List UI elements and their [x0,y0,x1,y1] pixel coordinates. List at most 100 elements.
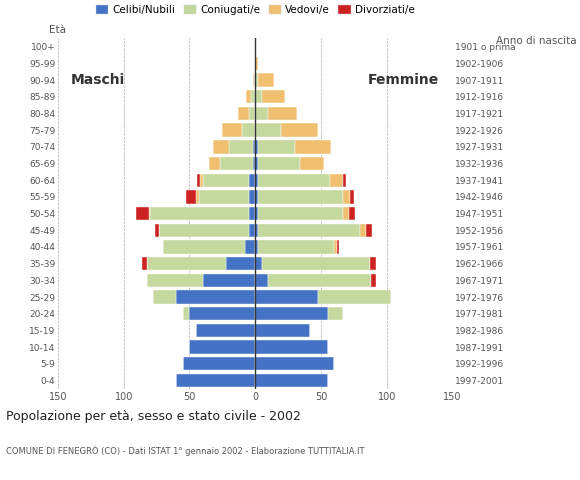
Bar [190,340,255,354]
Text: Femmine: Femmine [368,73,439,87]
Bar [251,90,255,104]
Bar [255,307,328,320]
Bar [209,157,220,170]
Bar [245,240,255,253]
Bar [255,123,281,137]
Bar [369,257,376,270]
Bar [213,140,229,154]
Text: Anno di nascita: Anno di nascita [496,36,577,46]
Bar [155,224,160,237]
Bar [258,140,295,154]
Legend: Celibi/Nubili, Coniugati/e, Vedovi/e, Divorziati/e: Celibi/Nubili, Coniugati/e, Vedovi/e, Di… [96,5,415,15]
Bar [254,73,255,87]
Bar [300,157,324,170]
Bar [222,123,242,137]
Bar [255,207,258,220]
Bar [142,257,147,270]
Bar [343,190,350,204]
Bar [255,374,328,387]
Bar [252,73,254,87]
Bar [255,257,262,270]
Bar [153,290,176,304]
Bar [350,190,354,204]
Bar [255,107,269,120]
Bar [269,107,298,120]
Bar [147,274,202,287]
Bar [371,274,376,287]
Bar [343,207,349,220]
Bar [249,207,255,220]
Bar [220,157,252,170]
Bar [255,224,258,237]
Bar [249,224,255,237]
Bar [360,224,365,237]
Bar [330,174,343,187]
Bar [255,240,258,253]
Bar [255,340,328,354]
Bar [255,90,262,104]
Bar [258,174,330,187]
Bar [318,290,390,304]
Bar [186,190,196,204]
Bar [176,290,255,304]
Bar [200,174,202,187]
Text: Età: Età [49,25,67,35]
Bar [197,174,200,187]
Bar [150,207,249,220]
Bar [242,123,255,137]
Bar [255,57,258,70]
Bar [258,73,274,87]
Bar [249,107,255,120]
Bar [262,90,285,104]
Bar [334,240,337,253]
Bar [255,190,258,204]
Text: COMUNE DI FENEGRÒ (CO) - Dati ISTAT 1° gennaio 2002 - Elaborazione TUTTITALIA.IT: COMUNE DI FENEGRÒ (CO) - Dati ISTAT 1° g… [6,445,364,456]
Bar [281,123,318,137]
Bar [160,224,249,237]
Bar [343,174,346,187]
Bar [255,290,318,304]
Bar [295,140,331,154]
Bar [229,140,252,154]
Bar [252,140,255,154]
Bar [255,324,310,337]
Bar [249,190,255,204]
Bar [258,224,360,237]
Bar [258,190,343,204]
Bar [262,257,369,270]
Bar [249,174,255,187]
Bar [255,73,258,87]
Bar [176,374,255,387]
Bar [365,224,372,237]
Bar [163,240,245,253]
Bar [196,190,199,204]
Text: Popolazione per età, sesso e stato civile - 2002: Popolazione per età, sesso e stato civil… [6,410,300,423]
Bar [202,174,249,187]
Bar [255,357,334,371]
Bar [337,240,339,253]
Bar [148,207,150,220]
Bar [258,207,343,220]
Bar [328,307,343,320]
Bar [183,357,255,371]
Bar [255,157,258,170]
Bar [258,157,300,170]
Bar [252,157,255,170]
Bar [255,274,269,287]
Bar [258,240,334,253]
Bar [246,90,251,104]
Bar [349,207,355,220]
Bar [255,174,258,187]
Bar [199,190,249,204]
Bar [202,274,255,287]
Bar [269,274,371,287]
Bar [255,140,258,154]
Bar [136,207,148,220]
Bar [196,324,255,337]
Bar [238,107,249,120]
Bar [147,257,226,270]
Text: Maschi: Maschi [71,73,125,87]
Bar [226,257,255,270]
Bar [183,307,190,320]
Bar [190,307,255,320]
